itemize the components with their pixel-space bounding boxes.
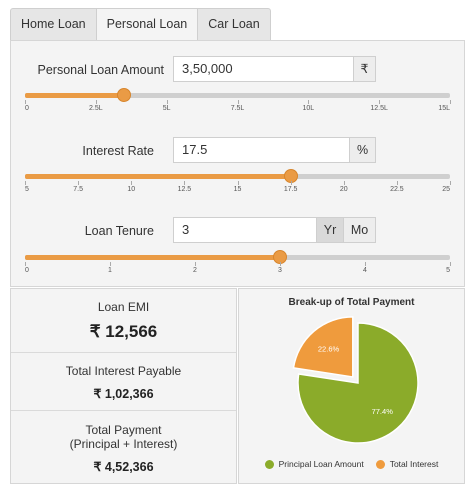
interest-rate-input[interactable]: 17.5 — [173, 137, 350, 163]
slider-tick-label: 10L — [302, 105, 315, 112]
slider-tick — [95, 100, 97, 104]
slider-tick-label: 10 — [127, 186, 136, 193]
loan-tenure-slider[interactable]: 0 1 2 3 4 5 — [25, 250, 451, 275]
slider-tick-label: 0 — [25, 267, 29, 274]
slider-tick — [78, 181, 80, 185]
legend-label: Principal Loan Amount — [278, 459, 364, 469]
pie-chart: 77.4% 22.6% — [292, 316, 419, 444]
payment-breakup-chart: Break-up of Total Payment 77.4% 22.6% Pri… — [238, 288, 465, 484]
slider-fill — [25, 174, 291, 179]
total-interest-label: Total Interest Payable — [65, 364, 182, 378]
slider-tick — [280, 262, 281, 266]
slider-tick — [237, 181, 239, 185]
slider-tick — [195, 262, 196, 266]
slider-tick-label: 2 — [193, 267, 197, 274]
tenure-year-toggle[interactable]: Yr — [316, 217, 344, 243]
divider — [11, 352, 236, 353]
slider-tick-label: 5 — [25, 186, 29, 193]
divider — [11, 410, 236, 411]
emi-label: Loan EMI — [97, 300, 150, 314]
total-payment-sublabel: (Principal + Interest) — [69, 437, 178, 451]
slider-tick-label: 25 — [442, 186, 450, 193]
slider-tick — [343, 181, 345, 185]
slider-tick — [365, 262, 366, 266]
slider-tick — [166, 100, 168, 104]
slider-tick-label: 17.5 — [283, 186, 298, 193]
slider-tick-label: 0 — [25, 105, 29, 112]
slider-tick-label: 2.5L — [89, 105, 103, 112]
loan-tenure-label: Loan Tenure — [84, 224, 154, 238]
total-payment-label: Total Payment — [85, 423, 162, 437]
slider-tick-label: 12.5L — [370, 105, 388, 112]
slider-fill — [25, 93, 125, 98]
slider-tick-label: 15 — [233, 186, 242, 193]
interest-block: Total Interest Payable ₹ 1,02,366 — [11, 364, 236, 401]
loan-amount-slider[interactable]: 0 2.5L 5L 7.5L 10L 12.5L 15L — [25, 88, 451, 113]
slider-tick — [290, 181, 292, 185]
tab-car-loan[interactable]: Car Loan — [197, 8, 271, 41]
interest-rate-slider[interactable]: 5 7.5 10 12.5 15 17.5 20 22.5 25 — [25, 169, 451, 194]
slider-tick-label: 7.5 — [73, 186, 83, 193]
slider-tick — [379, 100, 381, 104]
slider-fill — [25, 255, 280, 260]
emi-block: Loan EMI ₹ 12,566 — [11, 300, 236, 342]
interest-rate-label: Interest Rate — [82, 144, 154, 158]
slider-tick-label: 15L — [438, 105, 450, 112]
slider-tick-label: 1 — [108, 267, 112, 274]
total-payment-value: ₹ 4,52,366 — [93, 460, 154, 474]
chart-title: Break-up of Total Payment — [288, 297, 415, 308]
legend-label: Total Interest — [389, 459, 439, 469]
legend-dot — [264, 459, 274, 469]
slider-tick — [450, 181, 451, 185]
pie-slice-interest[interactable] — [292, 316, 354, 378]
rupee-addon: ₹ — [353, 56, 376, 82]
slider-tick-label: 3 — [278, 267, 282, 274]
slider-tick — [110, 262, 111, 266]
slider-tick — [396, 181, 398, 185]
slider-tick — [450, 100, 451, 104]
legend-dot — [375, 459, 385, 469]
slider-tick-label: 7.5L — [230, 105, 245, 112]
loan-tenure-input[interactable]: 3 — [173, 217, 317, 243]
slider-tick-label: 20 — [339, 186, 348, 193]
tenure-month-toggle[interactable]: Mo — [343, 217, 376, 243]
total-payment-block: Total Payment (Principal + Interest) ₹ 4… — [11, 423, 236, 474]
slider-tick — [184, 181, 186, 185]
slider-handle[interactable] — [117, 88, 132, 102]
slider-tick-label: 5 — [446, 267, 450, 274]
slider-tick-label: 4 — [363, 267, 367, 274]
calculator-panel: Personal Loan Amount 3,50,000 ₹ 0 2.5L 5L 7… — [10, 40, 465, 287]
legend-item-interest: Total Interest — [375, 459, 439, 469]
chart-legend: Principal Loan Amount Total Interest — [239, 459, 464, 469]
slider-tick — [25, 181, 26, 185]
tab-home-loan[interactable]: Home Loan — [10, 8, 97, 41]
slider-tick — [237, 100, 239, 104]
slider-tick-label: 5L — [162, 105, 171, 112]
loan-amount-label: Personal Loan Amount — [37, 63, 164, 77]
slider-tick — [25, 100, 26, 104]
slider-tick — [131, 181, 133, 185]
slider-tick-label: 12.5 — [177, 186, 192, 193]
percent-addon: % — [349, 137, 376, 163]
slider-tick — [308, 100, 310, 104]
slider-tick — [450, 262, 451, 266]
slider-tick — [25, 262, 26, 266]
results-panel: Loan EMI ₹ 12,566 Total Interest Payable… — [10, 288, 237, 484]
slider-track — [25, 93, 450, 98]
pie-slice-label: 22.6% — [318, 345, 340, 354]
loan-tabs: Home Loan Personal Loan Car Loan — [10, 8, 271, 41]
tab-personal-loan[interactable]: Personal Loan — [95, 8, 199, 41]
pie-slice-label: 77.4% — [372, 407, 394, 416]
slider-tick-label: 22.5 — [390, 186, 404, 193]
loan-amount-input[interactable]: 3,50,000 — [173, 56, 354, 82]
emi-value: ₹ 12,566 — [89, 322, 158, 341]
total-interest-value: ₹ 1,02,366 — [93, 387, 154, 401]
legend-item-principal: Principal Loan Amount — [264, 459, 364, 469]
pie-slice-principal[interactable] — [297, 322, 419, 444]
